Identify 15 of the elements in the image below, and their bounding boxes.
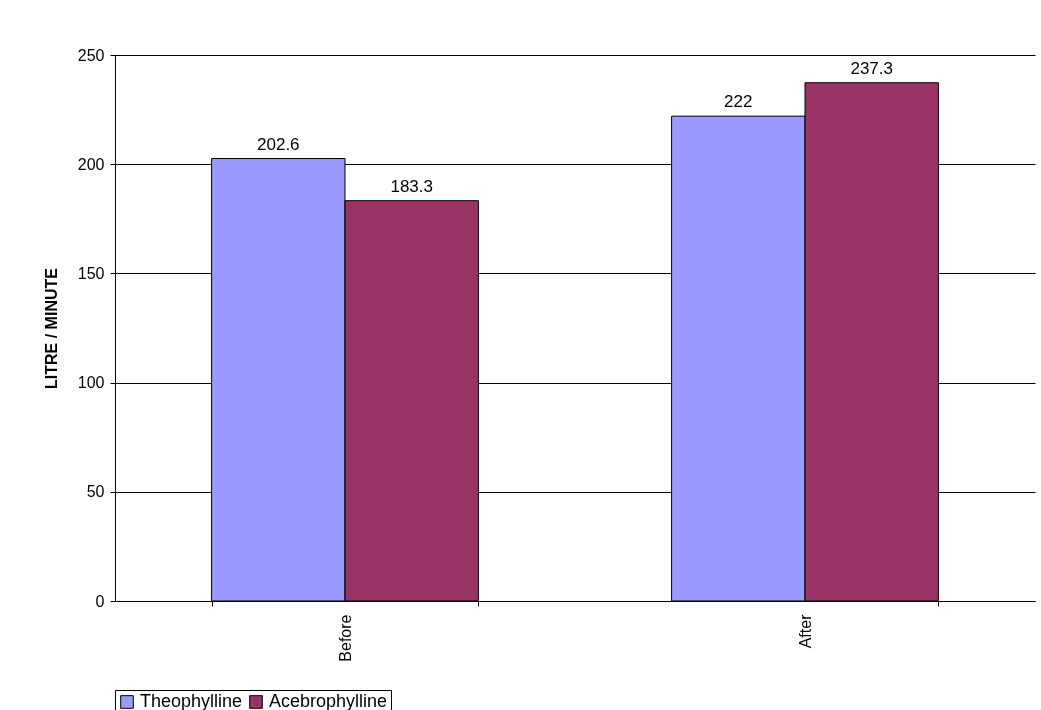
data-label: 222 (724, 92, 753, 112)
y-tick-label: 100 (77, 374, 105, 392)
data-label: 237.3 (850, 58, 893, 78)
y-tick-label: 200 (77, 155, 105, 173)
data-label: 183.3 (390, 176, 433, 196)
x-tick-label: Before (336, 614, 354, 662)
y-tick-label: 50 (86, 483, 105, 501)
y-tick-label: 0 (95, 592, 105, 610)
legend-label: Acebrophylline (269, 691, 388, 710)
x-tick-label: After (796, 613, 814, 649)
y-tick-label: 150 (77, 264, 105, 282)
y-axis-title: LITRE / MINUTE (42, 267, 60, 389)
legend-label: Theophylline (140, 691, 243, 710)
data-label: 202.6 (257, 134, 300, 154)
y-tick-label: 250 (77, 46, 105, 64)
